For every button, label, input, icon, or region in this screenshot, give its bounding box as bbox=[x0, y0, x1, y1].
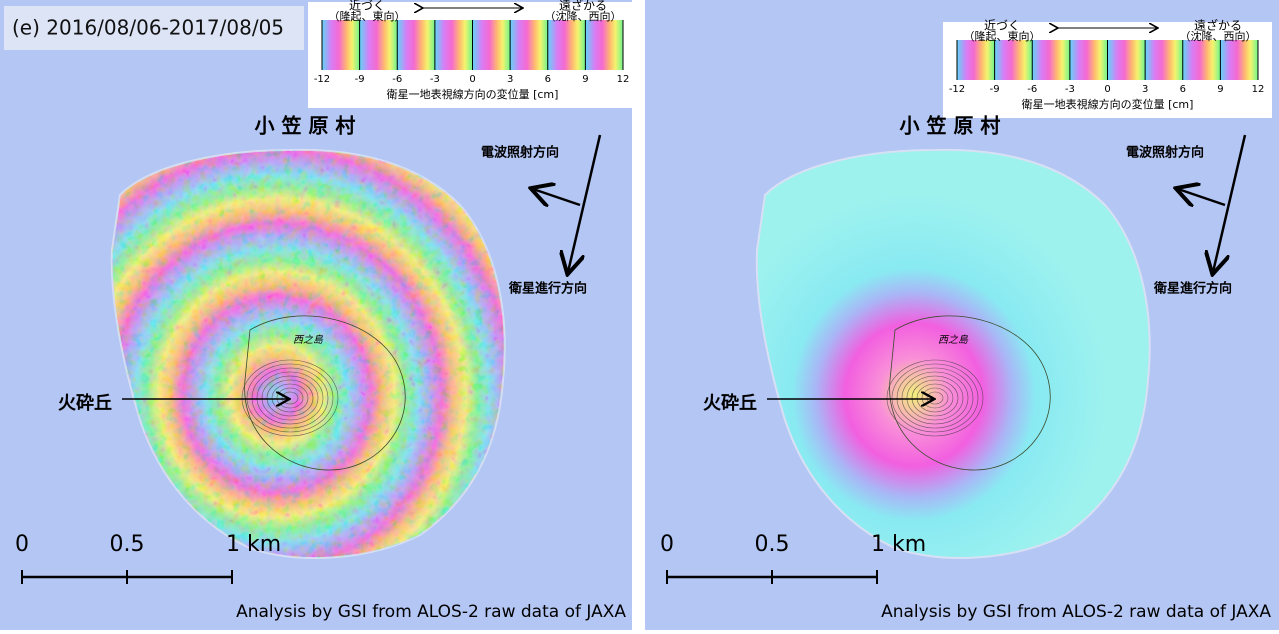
colorbar-tick-label: 12 bbox=[617, 74, 630, 85]
colorbar-tick-label: 12 bbox=[1252, 84, 1265, 95]
colorbar-unit: 衛星一地表視線方向の変位量 [cm] bbox=[387, 87, 559, 101]
credit: Analysis by GSI from ALOS-2 raw data of … bbox=[881, 602, 1271, 622]
colorbar-tick-label: 6 bbox=[1180, 84, 1186, 95]
scale-label: 0.5 bbox=[110, 532, 145, 557]
colorbar-tick-label: 3 bbox=[507, 74, 513, 85]
colorbar-near-note: （隆起、東向） bbox=[964, 29, 1041, 43]
title: (e) 2016/08/06-2017/08/05 bbox=[12, 16, 284, 40]
colorbar-tick-label: -6 bbox=[392, 74, 402, 85]
colorbar-tick-label: -6 bbox=[1027, 84, 1037, 95]
flight-direction: 衛星進行方向 bbox=[508, 281, 587, 297]
colorbar-tick-label: -9 bbox=[990, 84, 1000, 95]
scale-label: 1 km bbox=[871, 532, 926, 557]
colorbar-tick-label: 9 bbox=[1217, 84, 1223, 95]
scale-label: 0 bbox=[15, 532, 29, 557]
cone-label: 火砕丘 bbox=[703, 393, 757, 414]
island-name: 西之島 bbox=[293, 334, 324, 346]
colorbar-tick-label: -3 bbox=[430, 74, 440, 85]
flight-direction: 衛星進行方向 bbox=[1153, 281, 1232, 297]
figure: (e) 2016/08/06-2017/08/05近づく（隆起、東向）遠ざかる（… bbox=[0, 0, 1279, 630]
colorbar-tick-label: 9 bbox=[582, 74, 588, 85]
colorbar-unit: 衛星一地表視線方向の変位量 [cm] bbox=[1022, 97, 1194, 111]
radar-direction: 電波照射方向 bbox=[481, 145, 559, 161]
colorbar-tick-label: 3 bbox=[1142, 84, 1148, 95]
colorbar-tick-label: 0 bbox=[469, 74, 475, 85]
colorbar-tick-label: 6 bbox=[545, 74, 551, 85]
colorbar-tick-label: -12 bbox=[949, 84, 965, 95]
place-name: 小 笠 原 村 bbox=[255, 114, 356, 138]
colorbar-tick-label: -12 bbox=[314, 74, 330, 85]
radar-direction: 電波照射方向 bbox=[1126, 145, 1204, 161]
colorbar-far-note: （沈降、西向） bbox=[545, 9, 622, 23]
credit: Analysis by GSI from ALOS-2 raw data of … bbox=[236, 602, 626, 622]
island-name: 西之島 bbox=[938, 334, 969, 346]
cone-label: 火砕丘 bbox=[58, 393, 112, 414]
colorbar-far-note: （沈降、西向） bbox=[1180, 29, 1257, 43]
scale-label: 1 km bbox=[226, 532, 281, 557]
scale-label: 0.5 bbox=[755, 532, 790, 557]
colorbar-tick-label: -9 bbox=[355, 74, 365, 85]
colorbar-tick-label: 0 bbox=[1104, 84, 1110, 95]
scale-label: 0 bbox=[660, 532, 674, 557]
place-name: 小 笠 原 村 bbox=[900, 114, 1001, 138]
colorbar-tick-label: -3 bbox=[1065, 84, 1075, 95]
colorbar-near-note: （隆起、東向） bbox=[329, 9, 406, 23]
